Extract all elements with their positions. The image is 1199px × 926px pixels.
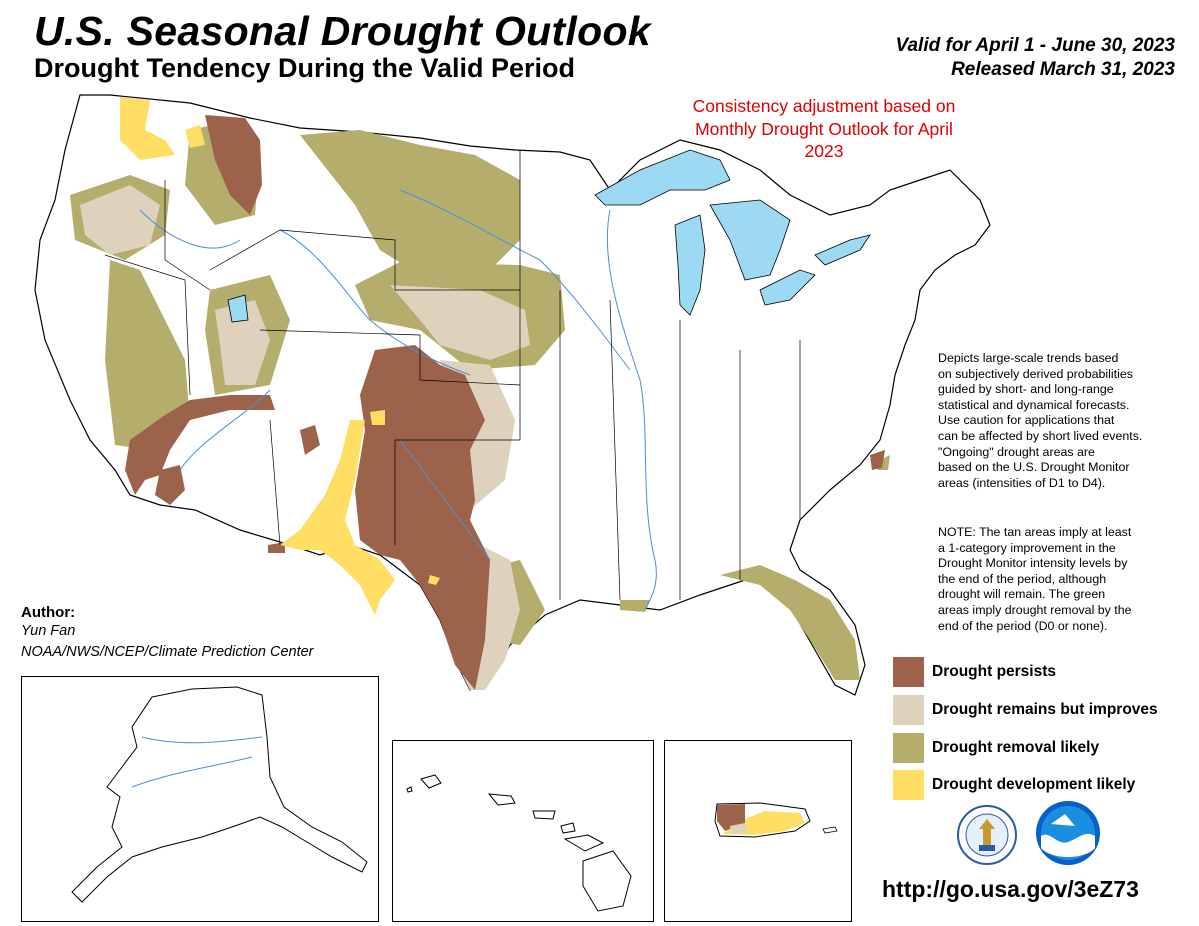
note-text: NOTE: The tan areas imply at least a 1-c… <box>938 525 1132 633</box>
alaska-inset <box>21 676 379 922</box>
legend-label: Drought removal likely <box>932 739 1100 756</box>
legend-swatch-development <box>893 770 924 800</box>
noaa-logo <box>1036 801 1100 865</box>
legend-swatch-improves <box>893 695 924 725</box>
great-lakes <box>227 149 871 323</box>
rivers <box>139 189 657 611</box>
map-title: U.S. Seasonal Drought Outlook <box>34 8 651 54</box>
outlook-url-link[interactable]: http://go.usa.gov/3eZ73 <box>882 876 1139 902</box>
release-date: Released March 31, 2023 <box>951 59 1175 80</box>
legend-item-removal: Drought removal likely <box>893 733 1099 763</box>
legend-label: Drought persists <box>932 663 1057 680</box>
drought-development-areas <box>120 97 440 615</box>
legend-item-improves: Drought remains but improves <box>893 695 1158 725</box>
valid-period: Valid for April 1 - June 30, 2023 <box>895 35 1175 56</box>
drought-persists-areas <box>125 115 885 690</box>
author-name: Yun Fan <box>21 623 76 639</box>
alaska-map <box>71 686 368 903</box>
legend-swatch-removal <box>893 733 924 763</box>
legend-item-development: Drought development likely <box>893 770 1135 800</box>
legend-label: Drought remains but improves <box>932 701 1158 718</box>
map-subtitle: Drought Tendency During the Valid Period <box>34 53 576 83</box>
description-text: Depicts large-scale trends based on subj… <box>938 351 1143 490</box>
legend-item-persists: Drought persists <box>893 657 1056 687</box>
hawaii-inset <box>392 740 654 922</box>
author-organization: NOAA/NWS/NCEP/Climate Prediction Center <box>21 644 314 660</box>
legend-swatch-persists <box>893 657 924 687</box>
department-of-commerce-seal <box>957 805 1017 865</box>
consistency-note: Consistency adjustment based on Monthly … <box>692 96 956 161</box>
hawaii-map <box>406 774 632 912</box>
state-boundaries <box>104 150 801 601</box>
legend-label: Drought development likely <box>932 776 1136 793</box>
author-label: Author: <box>21 604 76 621</box>
puerto-rico-map <box>714 802 838 838</box>
puerto-rico-inset <box>664 740 852 922</box>
